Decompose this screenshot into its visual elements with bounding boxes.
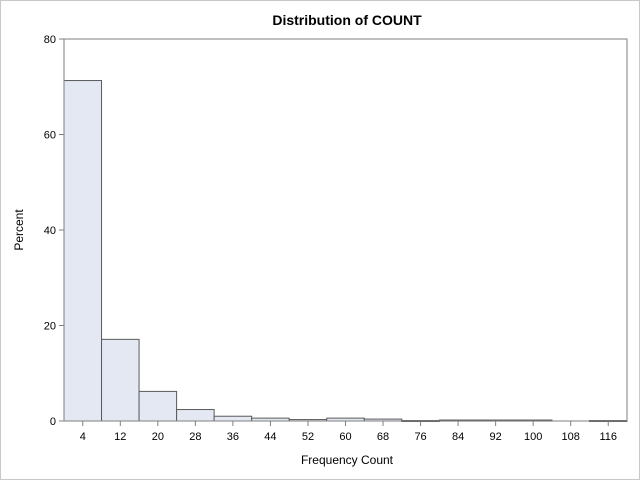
x-tick-label: 60: [339, 431, 351, 443]
y-tick-label: 80: [44, 34, 56, 46]
x-tick-label: 4: [80, 431, 86, 443]
histogram-bar: [213, 415, 253, 422]
x-tick-label: 116: [599, 431, 617, 443]
x-tick-label: 36: [227, 431, 239, 443]
x-axis-label: Frequency Count: [301, 453, 394, 467]
y-tick-label: 60: [44, 130, 56, 142]
x-tick-label: 12: [114, 431, 126, 443]
x-tick-label: 68: [377, 431, 389, 443]
x-tick-label: 100: [524, 431, 542, 443]
x-tick-label: 28: [189, 431, 201, 443]
y-axis-label: Percent: [12, 209, 26, 251]
x-tick-label: 108: [562, 431, 580, 443]
x-tick-label: 76: [414, 431, 426, 443]
histogram-bar: [101, 338, 140, 422]
x-tick-label: 92: [490, 431, 502, 443]
x-tick-label: 52: [302, 431, 314, 443]
axes-group: 0 20 40 60 80 4 12 20 28 36 44 52 60 68 76 84 92 100 108 11…: [44, 34, 628, 443]
histogram-bar: [138, 390, 178, 422]
bars-group: [63, 80, 628, 423]
y-tick-label: 20: [44, 321, 56, 333]
histogram-bar: [176, 409, 215, 422]
y-tick-label: 0: [50, 416, 56, 428]
plot-area-border: [63, 38, 628, 422]
histogram-bar: [63, 80, 103, 422]
x-tick-label: 84: [452, 431, 464, 443]
x-tick-label: 44: [264, 431, 276, 443]
chart-title: Distribution of COUNT: [272, 12, 422, 28]
x-tick-label: 20: [152, 431, 164, 443]
y-tick-label: 40: [44, 225, 56, 237]
